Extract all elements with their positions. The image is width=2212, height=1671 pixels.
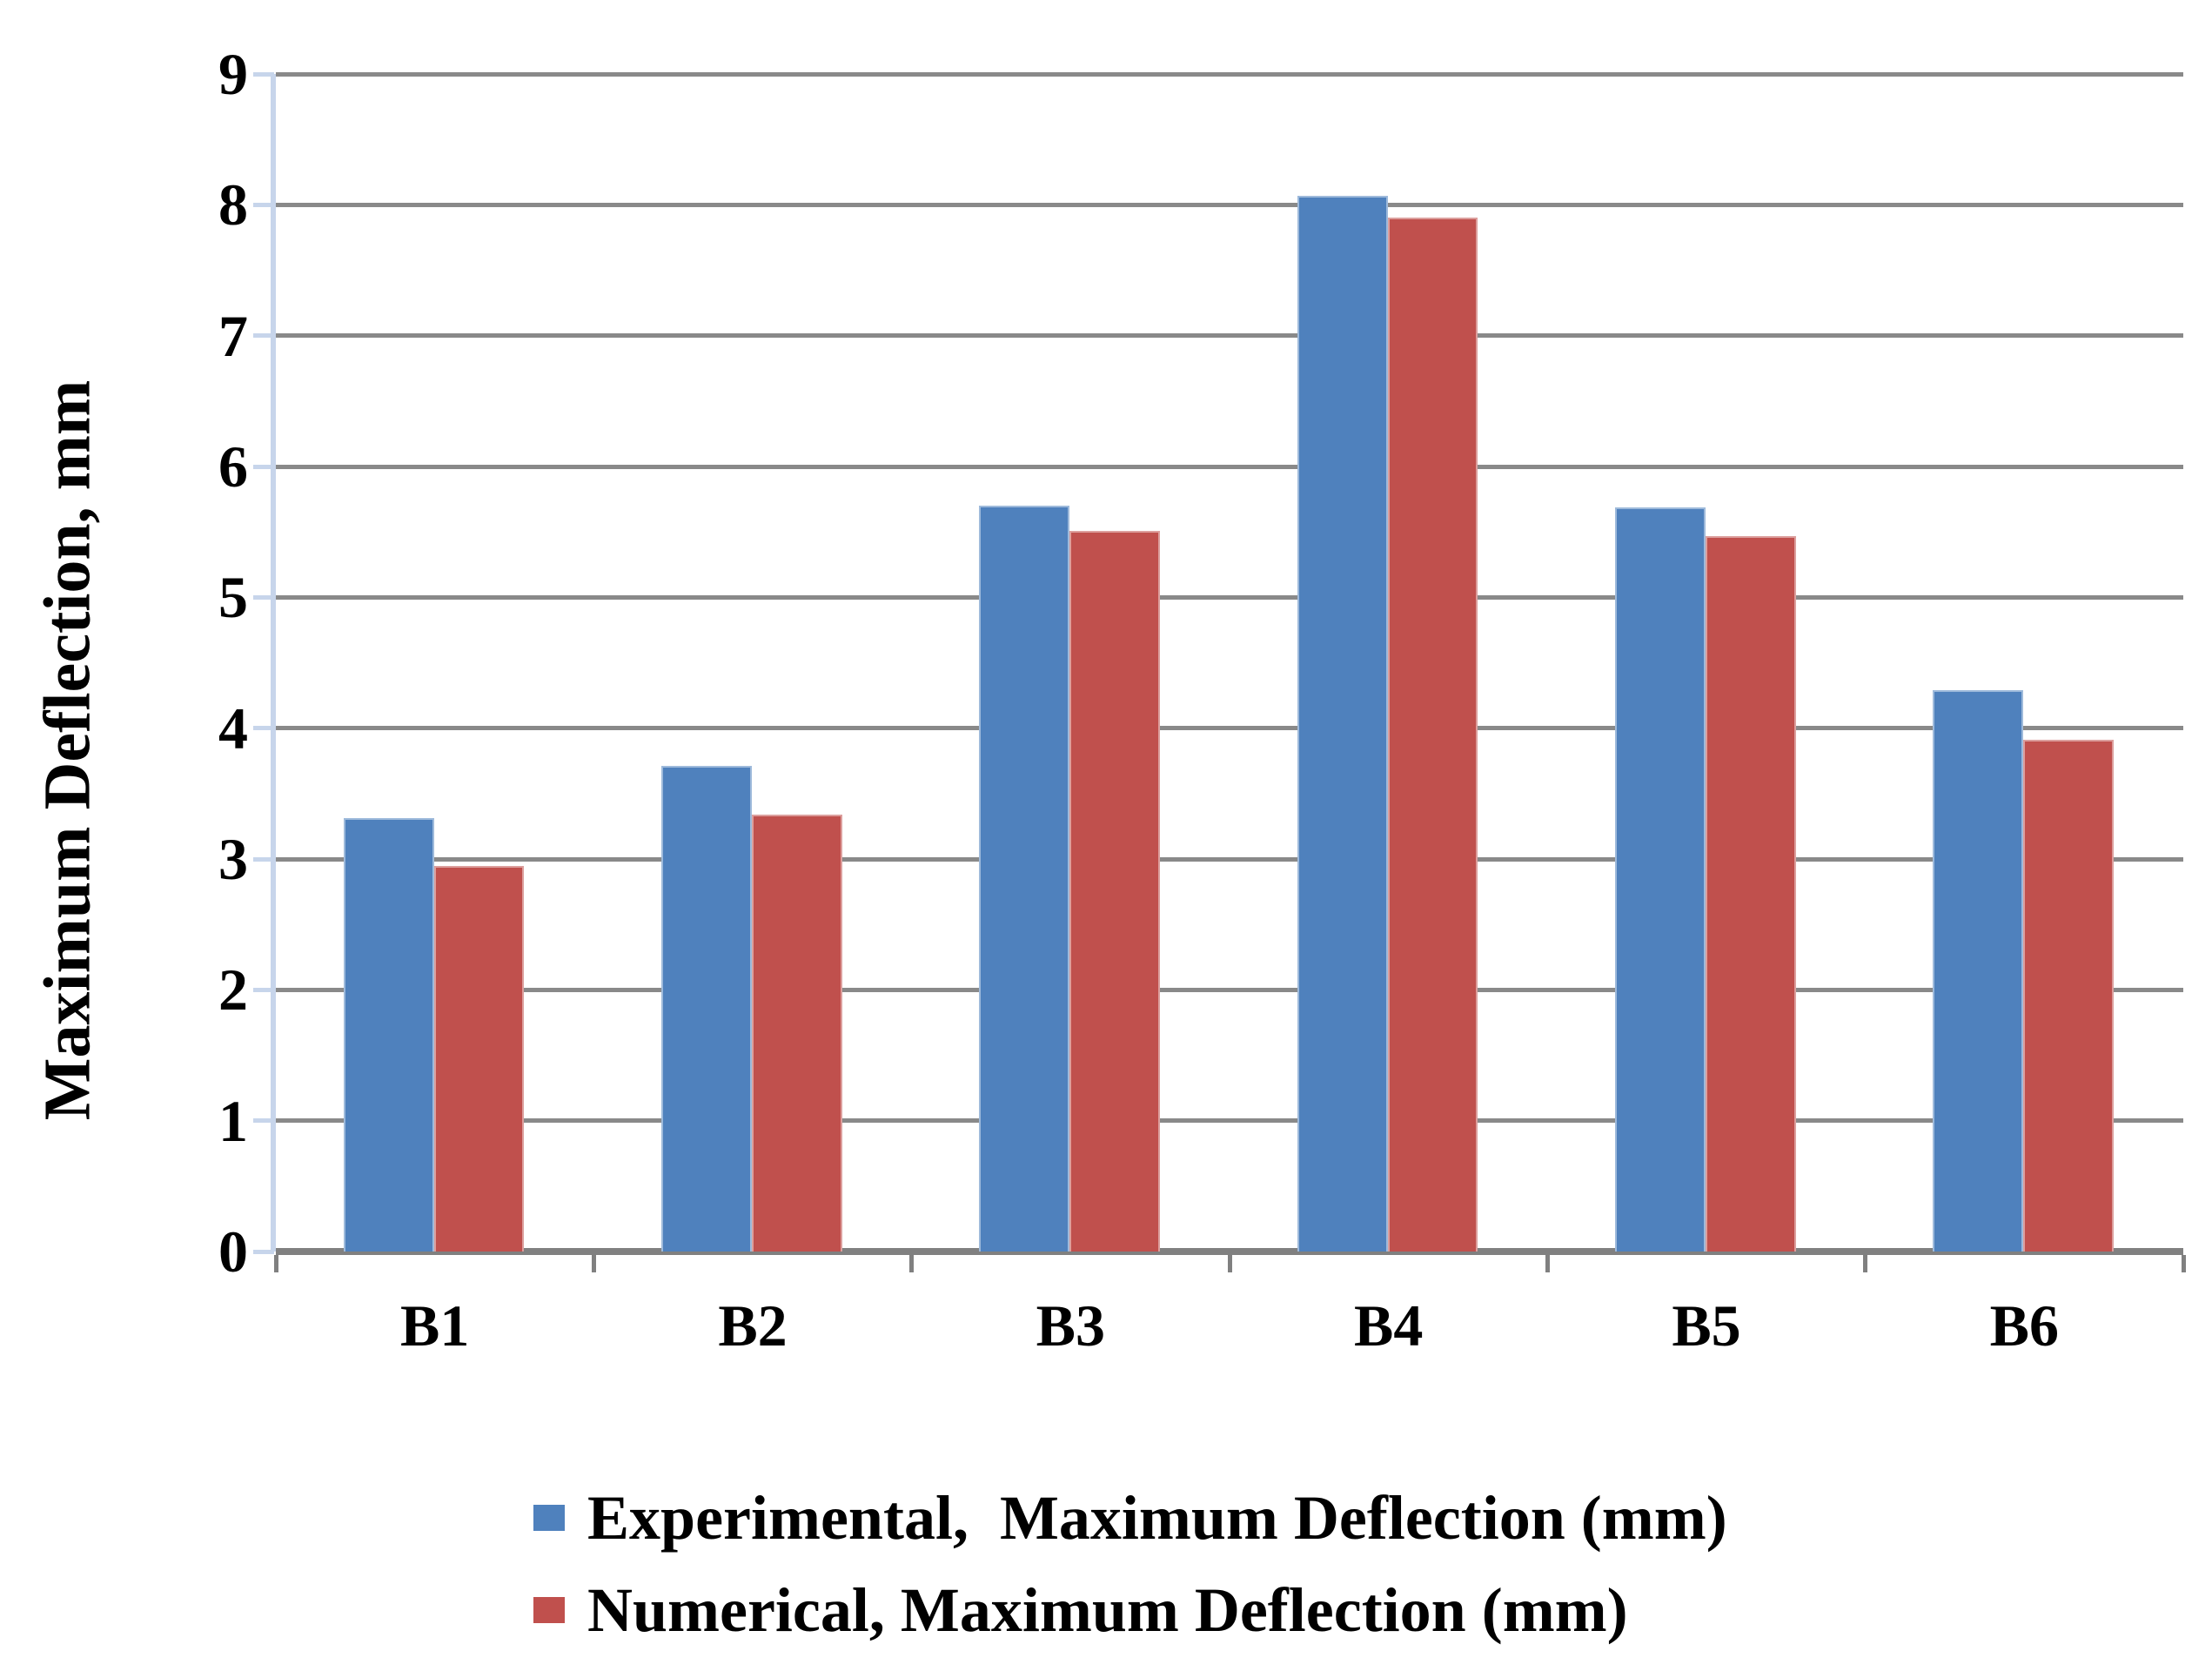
y-axis-line [271,74,276,1252]
plot-area [271,71,2183,1255]
y-tick-label-3: 3 [218,826,248,892]
y-tick-label-1: 1 [218,1087,248,1154]
x-tick-5 [1863,1255,1868,1272]
gridline-y-5 [276,594,2183,600]
y-tick-label-5: 5 [218,564,248,631]
gridline-y-2 [276,987,2183,992]
bar-experimental-b1 [343,818,434,1252]
x-tick-3 [1227,1255,1232,1272]
y-tick-1 [253,1118,274,1124]
y-tick-9 [253,71,274,77]
y-tick-0 [253,1249,274,1254]
y-tick-3 [253,856,274,862]
bar-numerical-b4 [1387,218,1478,1252]
legend-item-experimental: Experimental, Maximum Deflection (mm) [533,1476,1727,1560]
y-tick-label-7: 7 [218,302,248,369]
x-tick-6 [2181,1255,2186,1272]
x-category-label-b6: B6 [1989,1292,2059,1359]
bar-numerical-b3 [1069,530,1160,1252]
bar-numerical-b5 [1705,535,1796,1252]
bar-experimental-b2 [661,766,752,1252]
y-tick-label-8: 8 [218,171,248,238]
y-tick-label-6: 6 [218,433,248,500]
y-tick-6 [253,464,274,469]
x-category-label-b1: B1 [399,1292,470,1359]
gridline-y-7 [276,333,2183,339]
legend-label-numerical: Numerical, Maximum Deflection (mm) [587,1575,1628,1645]
bar-numerical-b6 [2023,740,2114,1252]
legend-swatch-numerical [533,1597,565,1623]
bar-numerical-b2 [751,814,842,1252]
y-tick-5 [253,594,274,600]
bar-numerical-b1 [433,865,525,1252]
x-category-label-b2: B2 [718,1292,788,1359]
y-tick-label-9: 9 [218,41,248,107]
x-tick-0 [273,1255,278,1272]
bar-experimental-b6 [1933,690,2024,1252]
y-tick-2 [253,987,274,992]
x-axis-line [276,1248,2183,1255]
gridline-y-1 [276,1118,2183,1124]
x-tick-4 [1545,1255,1550,1272]
legend-item-numerical: Numerical, Maximum Deflection (mm) [533,1568,1628,1652]
legend-label-experimental: Experimental, Maximum Deflection (mm) [587,1483,1727,1553]
gridline-y-6 [276,464,2183,469]
y-tick-4 [253,726,274,731]
legend-swatch-experimental [533,1505,565,1531]
x-category-label-b3: B3 [1036,1292,1105,1359]
gridline-y-4 [276,726,2183,731]
y-tick-label-2: 2 [218,956,248,1023]
gridline-y-3 [276,856,2183,862]
x-category-label-b5: B5 [1672,1292,1741,1359]
y-tick-7 [253,333,274,339]
gridline-y-9 [276,71,2183,77]
gridline-y-8 [276,202,2183,207]
y-tick-label-4: 4 [218,695,248,762]
x-tick-2 [909,1255,915,1272]
y-axis-title: Maximum Deflection, mm [30,379,104,1121]
x-tick-1 [591,1255,596,1272]
bar-experimental-b5 [1615,507,1706,1252]
bar-experimental-b4 [1297,195,1388,1252]
y-tick-8 [253,202,274,207]
x-category-label-b4: B4 [1353,1292,1424,1359]
y-tick-label-0: 0 [218,1218,248,1285]
bar-experimental-b3 [979,506,1070,1252]
